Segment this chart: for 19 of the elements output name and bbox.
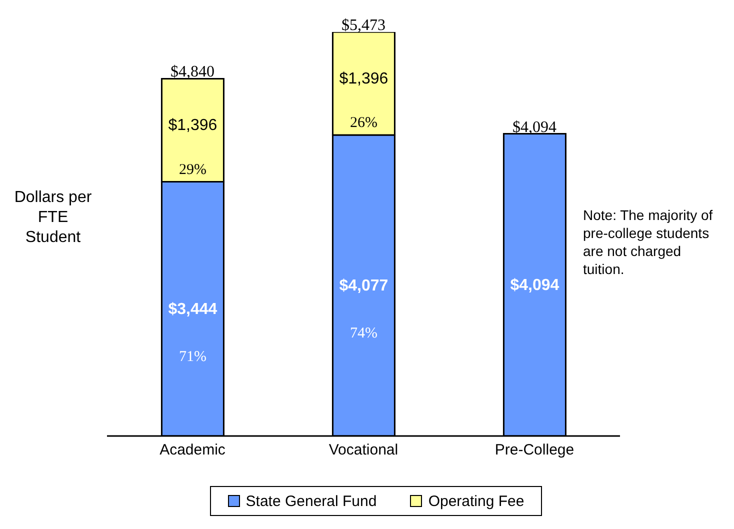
y-axis-title: Dollars per FTE Student <box>13 188 93 248</box>
annotation: 74% <box>350 326 378 342</box>
x-tick-label: Pre-College <box>494 442 574 459</box>
annotation: Note: The majority of pre-college students are not charged tuition. <box>583 206 714 278</box>
total-label: $4,840 <box>170 64 214 81</box>
annotation: 71% <box>178 348 206 365</box>
x-tick-label: Vocational <box>328 442 398 459</box>
annotation: 29% <box>178 162 206 178</box>
legend-label: Operating Fee <box>428 492 524 510</box>
data-label: $4,094 <box>510 276 560 294</box>
total-label: $4,094 <box>512 118 556 136</box>
data-label: $3,444 <box>168 300 218 318</box>
total-label: $5,473 <box>342 17 386 34</box>
data-label: $1,396 <box>168 117 218 134</box>
annotation: 26% <box>350 115 378 132</box>
legend-label: State General Fund <box>246 492 377 510</box>
x-tick-label: Academic <box>160 442 226 459</box>
data-label: $1,396 <box>339 70 388 88</box>
data-label: $4,077 <box>339 278 388 295</box>
